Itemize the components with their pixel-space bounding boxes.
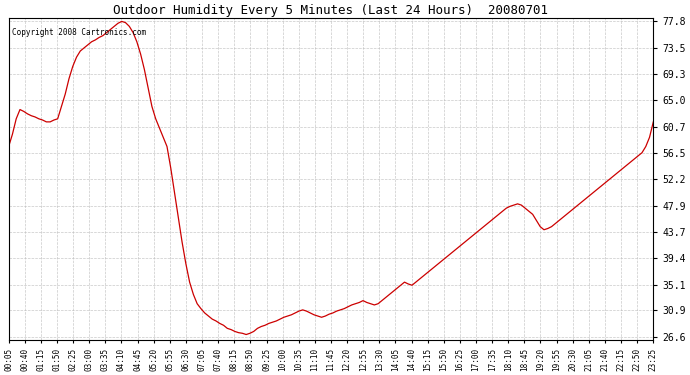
Text: Copyright 2008 Cartronics.com: Copyright 2008 Cartronics.com	[12, 28, 146, 37]
Title: Outdoor Humidity Every 5 Minutes (Last 24 Hours)  20080701: Outdoor Humidity Every 5 Minutes (Last 2…	[113, 4, 549, 17]
